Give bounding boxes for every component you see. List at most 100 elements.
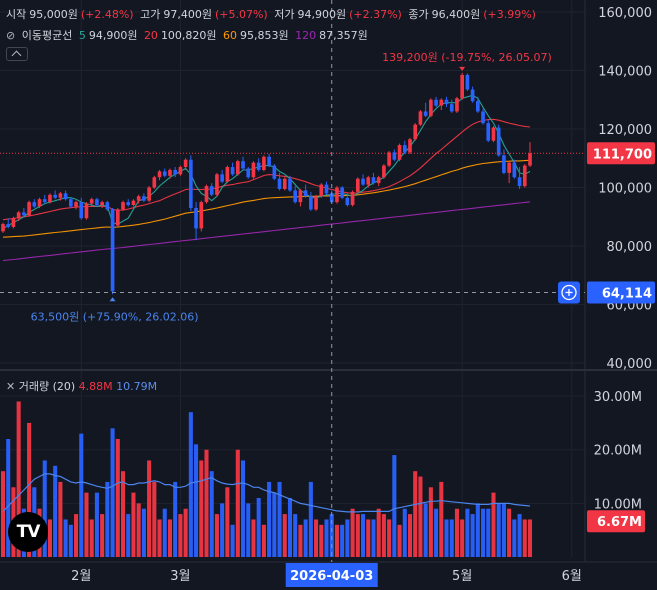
ma60-value: 95,853원 <box>240 29 289 42</box>
volume-bar <box>6 439 11 557</box>
volume-bar <box>47 519 52 557</box>
volume-bar <box>240 460 246 557</box>
candle-body <box>314 196 318 210</box>
candle-body <box>460 74 464 99</box>
close-value: 96,400원 <box>431 8 481 21</box>
volume-bar <box>486 508 491 557</box>
candle-body <box>16 212 21 219</box>
candle-body <box>475 101 480 112</box>
volume-bar <box>428 487 433 557</box>
volume-bar <box>287 498 293 557</box>
last-volume-label: 6.67M <box>597 515 642 530</box>
candle-body <box>230 167 235 175</box>
volume-bar <box>209 471 214 557</box>
volume-bar <box>303 519 308 557</box>
ma-legend: ⊘ 이동평균선 5 94,900원 20 100,820원 60 95,853원 12… <box>6 27 371 43</box>
volume-bar <box>334 524 339 557</box>
ma60-line <box>2 159 531 238</box>
volume-bar <box>204 449 209 557</box>
volume-bar <box>105 481 110 557</box>
candle-body <box>220 174 224 182</box>
candle-body <box>355 178 360 192</box>
candle-body <box>48 194 52 203</box>
open-change: (+2.48%) <box>80 8 134 21</box>
volume-bar <box>418 476 423 557</box>
candle-body <box>335 187 339 203</box>
ma120-value: 87,357원 <box>319 29 368 42</box>
close-change: (+3.99%) <box>483 8 536 21</box>
volume-bar <box>74 514 79 557</box>
candle-body <box>110 209 115 292</box>
eye-off-icon[interactable]: ⊘ <box>6 29 16 42</box>
candle-body <box>434 99 438 106</box>
last-volume-badge <box>587 510 645 533</box>
volume-bar <box>371 519 376 557</box>
candle-body <box>528 153 532 166</box>
price-tick-label: 140,000 <box>598 65 652 80</box>
volume-bar <box>58 481 63 557</box>
candle-body <box>235 161 240 175</box>
volume-bar <box>481 508 486 557</box>
candle-body <box>142 196 146 201</box>
candle-body <box>63 193 68 200</box>
volume-bar <box>308 481 313 557</box>
price-tick-label: 120,000 <box>598 123 652 138</box>
candle-body <box>486 123 491 141</box>
close-icon[interactable]: ✕ <box>6 380 16 393</box>
high-value: 97,400원 <box>163 8 212 21</box>
candle-body <box>439 99 444 106</box>
candle-body <box>272 165 277 179</box>
candle-body <box>423 111 428 116</box>
price-tick-label: 40,000 <box>607 357 653 372</box>
candle-body <box>241 161 245 169</box>
open-label: 시작 <box>6 8 27 21</box>
volume-bar <box>402 508 407 557</box>
volume-bar <box>397 524 402 557</box>
candle-body <box>79 202 84 219</box>
volume-bar <box>434 508 439 557</box>
volume-bar <box>407 514 413 557</box>
price-tick-label: 100,000 <box>598 182 652 197</box>
volume-bar <box>188 412 193 557</box>
volume-bar <box>360 514 366 557</box>
candle-body <box>319 184 324 197</box>
candle-body <box>136 196 141 201</box>
candle-body <box>382 165 386 178</box>
candle-body <box>329 193 334 203</box>
volume-bar <box>63 519 68 557</box>
candle-body <box>74 202 78 207</box>
volume-bar <box>444 519 449 557</box>
candle-body <box>397 145 402 160</box>
candle-body <box>1 224 5 232</box>
volume-bar <box>147 460 152 557</box>
candle-body <box>392 152 397 160</box>
candle-body <box>189 159 193 208</box>
candle-body <box>293 190 298 203</box>
volume-bar <box>507 508 512 557</box>
collapse-legend-button[interactable] <box>6 47 28 61</box>
candle-body <box>324 184 329 194</box>
volume-bar <box>141 508 146 557</box>
volume-bar <box>42 460 47 557</box>
volume-bar <box>230 524 235 557</box>
candle-body <box>402 145 407 153</box>
volume-tick-label: 30.00M <box>594 390 642 405</box>
candle-body <box>366 177 371 185</box>
candle-body <box>340 187 344 198</box>
low-change: (+2.37%) <box>349 8 402 21</box>
candle-body <box>277 178 282 189</box>
candle-body <box>455 98 459 112</box>
volume-bar <box>501 503 506 557</box>
candle-body <box>42 199 47 203</box>
time-tick-label: 2월 <box>71 569 91 584</box>
tradingview-logo[interactable]: TV <box>8 512 48 552</box>
ma20-period: 20 <box>143 29 158 42</box>
volume-bar <box>460 519 465 557</box>
volume-bar <box>84 492 89 557</box>
candle-body <box>89 199 94 204</box>
candle-body <box>303 190 308 197</box>
volume-bar <box>475 503 480 557</box>
volume-bar <box>162 508 167 557</box>
volume-bar <box>449 519 454 557</box>
